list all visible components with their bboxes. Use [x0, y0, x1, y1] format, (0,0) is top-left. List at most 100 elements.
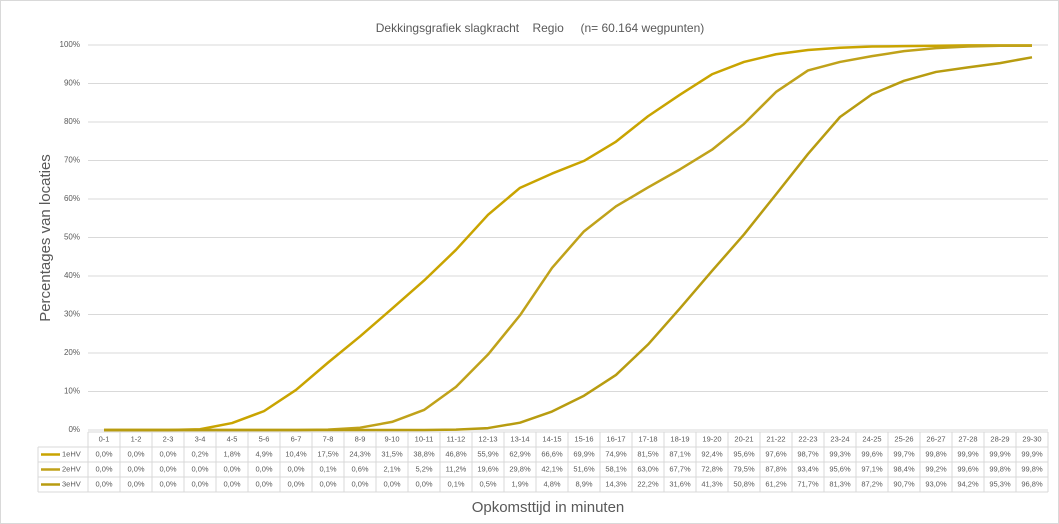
x-tick-label: 7-8	[323, 434, 334, 443]
table-value: 0,2%	[191, 449, 208, 458]
legend-label: 1eHV	[62, 449, 81, 458]
x-tick-label: 26-27	[926, 434, 945, 443]
table-value: 72,8%	[701, 464, 723, 473]
table-value: 93,4%	[797, 464, 819, 473]
table-value: 10,4%	[285, 449, 307, 458]
table-value: 95,6%	[733, 449, 755, 458]
table-value: 42,1%	[541, 464, 563, 473]
table-value: 1,8%	[223, 449, 240, 458]
x-tick-label: 18-19	[670, 434, 689, 443]
table-value: 67,7%	[669, 464, 691, 473]
table-value: 62,9%	[509, 449, 531, 458]
x-tick-label: 25-26	[894, 434, 913, 443]
table-value: 97,6%	[765, 449, 787, 458]
table-value: 98,7%	[797, 449, 819, 458]
table-value: 69,9%	[573, 449, 595, 458]
y-tick-label: 90%	[64, 79, 80, 88]
table-value: 81,3%	[829, 479, 851, 488]
table-value: 99,3%	[829, 449, 851, 458]
table-value: 99,8%	[1021, 464, 1043, 473]
x-tick-label: 23-24	[830, 434, 849, 443]
table-value: 0,0%	[255, 464, 272, 473]
x-tick-label: 2-3	[163, 434, 174, 443]
table-value: 61,2%	[765, 479, 787, 488]
table-value: 0,0%	[191, 464, 208, 473]
table-value: 4,9%	[255, 449, 272, 458]
table-value: 51,6%	[573, 464, 595, 473]
x-tick-label: 10-11	[415, 434, 434, 443]
table-value: 0,0%	[351, 479, 368, 488]
table-value: 19,6%	[477, 464, 499, 473]
table-value: 94,2%	[957, 479, 979, 488]
table-value: 5,2%	[415, 464, 432, 473]
table-value: 0,0%	[127, 479, 144, 488]
table-value: 0,0%	[223, 479, 240, 488]
table-value: 71,7%	[797, 479, 819, 488]
x-tick-label: 19-20	[702, 434, 721, 443]
series-line	[104, 56, 1033, 432]
table-value: 24,3%	[349, 449, 371, 458]
table-value: 87,8%	[765, 464, 787, 473]
table-value: 0,0%	[127, 449, 144, 458]
table-value: 99,9%	[1021, 449, 1043, 458]
table-value: 31,5%	[381, 449, 403, 458]
table-value: 50,8%	[733, 479, 755, 488]
table-value: 93,0%	[925, 479, 947, 488]
table-value: 87,2%	[861, 479, 883, 488]
table-value: 0,0%	[319, 479, 336, 488]
table-value: 74,9%	[605, 449, 627, 458]
y-tick-label: 20%	[64, 348, 80, 357]
table-value: 90,7%	[893, 479, 915, 488]
table-value: 38,8%	[413, 449, 435, 458]
table-value: 99,9%	[989, 449, 1011, 458]
table-value: 58,1%	[605, 464, 627, 473]
table-value: 0,0%	[95, 479, 112, 488]
legend-label: 2eHV	[62, 464, 81, 473]
x-tick-label: 20-21	[734, 434, 753, 443]
table-value: 0,0%	[95, 464, 112, 473]
table-value: 63,0%	[637, 464, 659, 473]
y-tick-label: 50%	[64, 233, 80, 242]
y-tick-label: 30%	[64, 310, 80, 319]
table-value: 99,9%	[957, 449, 979, 458]
legend-label: 3eHV	[62, 479, 81, 488]
table-value: 0,6%	[351, 464, 368, 473]
table-value: 0,0%	[287, 464, 304, 473]
x-tick-label: 3-4	[195, 434, 206, 443]
x-tick-label: 16-17	[606, 434, 625, 443]
table-value: 87,1%	[669, 449, 691, 458]
x-axis-label: Opkomsttijd in minuten	[472, 499, 625, 516]
x-tick-label: 0-1	[99, 434, 110, 443]
table-value: 0,1%	[447, 479, 464, 488]
table-value: 0,0%	[255, 479, 272, 488]
table-value: 0,5%	[479, 479, 496, 488]
table-value: 92,4%	[701, 449, 723, 458]
y-axis-label: Percentages van locaties	[37, 154, 54, 322]
table-value: 0,0%	[95, 449, 112, 458]
table-value: 41,3%	[701, 479, 723, 488]
y-tick-label: 70%	[64, 156, 80, 165]
x-tick-label: 22-23	[798, 434, 817, 443]
x-tick-label: 27-28	[958, 434, 977, 443]
chart-title: Dekkingsgrafiek slagkracht Regio (n= 60.…	[376, 21, 705, 35]
table-value: 0,0%	[159, 464, 176, 473]
x-tick-label: 13-14	[510, 434, 529, 443]
table-value: 22,2%	[637, 479, 659, 488]
table-value: 99,2%	[925, 464, 947, 473]
table-value: 97,1%	[861, 464, 883, 473]
table-value: 11,2%	[446, 464, 467, 473]
table-value: 55,9%	[477, 449, 499, 458]
table-value: 29,8%	[509, 464, 531, 473]
table-value: 79,5%	[733, 464, 755, 473]
x-tick-label: 11-12	[447, 434, 466, 443]
table-value: 99,8%	[989, 464, 1011, 473]
table-value: 17,5%	[317, 449, 339, 458]
x-tick-label: 12-13	[478, 434, 497, 443]
table-value: 66,6%	[541, 449, 563, 458]
table-value: 0,0%	[415, 479, 432, 488]
table-value: 99,7%	[893, 449, 915, 458]
y-tick-label: 10%	[64, 387, 80, 396]
table-value: 31,6%	[669, 479, 691, 488]
